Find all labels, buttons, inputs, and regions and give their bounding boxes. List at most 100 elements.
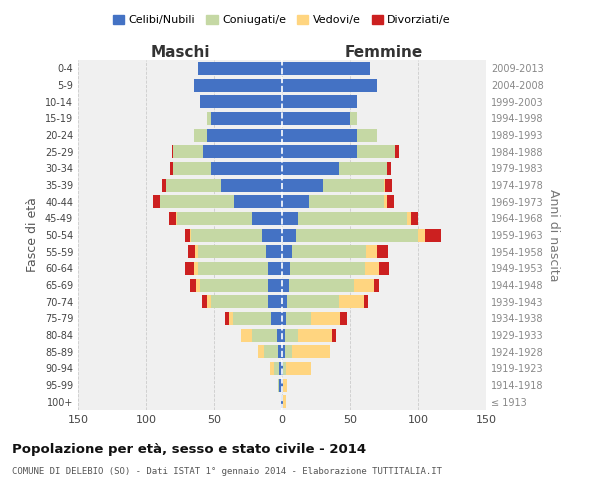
Bar: [282, 228, 296, 241]
Bar: [190, 278, 196, 291]
Bar: [177, 212, 252, 225]
Bar: [282, 162, 339, 175]
Bar: [173, 162, 211, 175]
Bar: [211, 295, 268, 308]
Bar: [385, 178, 392, 192]
Text: Popolazione per età, sesso e stato civile - 2014: Popolazione per età, sesso e stato civil…: [12, 442, 366, 456]
Bar: [235, 195, 282, 208]
Bar: [290, 262, 365, 275]
Bar: [176, 212, 177, 225]
Bar: [188, 245, 195, 258]
Bar: [207, 112, 211, 125]
Bar: [172, 145, 173, 158]
Bar: [211, 112, 282, 125]
Bar: [268, 262, 282, 275]
Bar: [265, 345, 278, 358]
Bar: [262, 228, 282, 241]
Bar: [207, 128, 282, 141]
Bar: [202, 295, 207, 308]
Bar: [418, 228, 425, 241]
Bar: [357, 128, 377, 141]
Bar: [387, 162, 391, 175]
Bar: [286, 312, 311, 325]
Bar: [197, 62, 282, 75]
Bar: [277, 328, 282, 342]
Y-axis label: Fasce di età: Fasce di età: [26, 198, 39, 272]
Bar: [282, 362, 283, 375]
Bar: [268, 295, 282, 308]
Bar: [282, 78, 377, 92]
Bar: [282, 378, 283, 392]
Bar: [166, 178, 221, 192]
Bar: [207, 295, 211, 308]
Bar: [292, 345, 329, 358]
Bar: [364, 295, 368, 308]
Bar: [282, 195, 309, 208]
Bar: [354, 278, 374, 291]
Bar: [195, 245, 197, 258]
Bar: [270, 362, 274, 375]
Bar: [279, 378, 282, 392]
Text: Maschi: Maschi: [150, 45, 210, 60]
Bar: [282, 145, 357, 158]
Bar: [285, 328, 298, 342]
Bar: [339, 162, 387, 175]
Bar: [283, 362, 286, 375]
Bar: [282, 278, 289, 291]
Bar: [203, 145, 282, 158]
Bar: [252, 212, 282, 225]
Bar: [278, 378, 279, 392]
Bar: [323, 178, 384, 192]
Bar: [225, 312, 229, 325]
Bar: [281, 395, 282, 408]
Bar: [153, 195, 160, 208]
Y-axis label: Anni di nascita: Anni di nascita: [547, 188, 560, 281]
Bar: [282, 178, 323, 192]
Bar: [282, 212, 298, 225]
Bar: [252, 328, 277, 342]
Bar: [285, 345, 292, 358]
Bar: [194, 262, 197, 275]
Bar: [282, 295, 287, 308]
Bar: [163, 178, 166, 192]
Bar: [271, 312, 282, 325]
Bar: [339, 295, 364, 308]
Bar: [367, 245, 377, 258]
Bar: [185, 262, 194, 275]
Bar: [266, 245, 282, 258]
Bar: [283, 378, 287, 392]
Bar: [257, 345, 265, 358]
Bar: [190, 228, 191, 241]
Bar: [286, 362, 311, 375]
Bar: [282, 312, 286, 325]
Bar: [194, 128, 207, 141]
Bar: [350, 112, 357, 125]
Bar: [282, 128, 357, 141]
Text: Femmine: Femmine: [345, 45, 423, 60]
Bar: [365, 262, 379, 275]
Bar: [279, 362, 282, 375]
Bar: [283, 395, 286, 408]
Bar: [185, 228, 190, 241]
Bar: [425, 228, 441, 241]
Bar: [384, 178, 385, 192]
Bar: [282, 245, 292, 258]
Bar: [292, 245, 367, 258]
Bar: [170, 162, 173, 175]
Bar: [282, 262, 290, 275]
Bar: [282, 95, 357, 108]
Bar: [191, 228, 262, 241]
Text: COMUNE DI DELEBIO (SO) - Dati ISTAT 1° gennaio 2014 - Elaborazione TUTTITALIA.IT: COMUNE DI DELEBIO (SO) - Dati ISTAT 1° g…: [12, 468, 442, 476]
Bar: [278, 345, 282, 358]
Bar: [196, 278, 200, 291]
Bar: [289, 278, 354, 291]
Bar: [173, 145, 203, 158]
Bar: [211, 162, 282, 175]
Bar: [282, 328, 285, 342]
Bar: [309, 195, 384, 208]
Bar: [357, 145, 395, 158]
Bar: [274, 362, 279, 375]
Bar: [298, 212, 407, 225]
Legend: Celibi/Nubili, Coniugati/e, Vedovi/e, Divorziati/e: Celibi/Nubili, Coniugati/e, Vedovi/e, Di…: [109, 10, 455, 30]
Bar: [407, 212, 411, 225]
